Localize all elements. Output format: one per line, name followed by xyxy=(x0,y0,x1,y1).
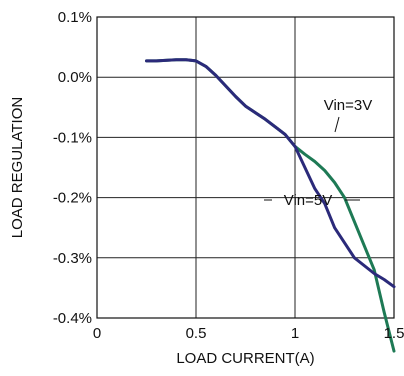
series-line-vin-5v xyxy=(145,58,396,289)
plot-area-frame xyxy=(96,16,395,319)
y-tick-label: 0.1% xyxy=(58,9,92,26)
y-tick-label: 0.0% xyxy=(58,69,92,86)
y-tick-label: -0.1% xyxy=(53,129,92,146)
data-series xyxy=(145,58,396,353)
x-tick-label: 0.5 xyxy=(186,325,207,342)
annotation-leader-vin-3v xyxy=(334,116,340,133)
annotation-vin-5v: Vin=5V xyxy=(284,192,333,209)
x-tick-labels: 0 0.5 1 1.5 xyxy=(93,325,404,342)
x-tick-label: 1.5 xyxy=(384,325,404,342)
x-tick-label: 0 xyxy=(93,325,101,342)
y-tick-label: -0.3% xyxy=(53,250,92,267)
y-tick-labels: 0.1% 0.0% -0.1% -0.2% -0.3% -0.4% xyxy=(53,9,92,327)
y-axis-label: LOAD REGULATION xyxy=(9,97,26,238)
annotation-vin-3v: Vin=3V xyxy=(324,97,373,114)
x-tick-label: 1 xyxy=(291,325,299,342)
annotations: Vin=3V Vin=5V xyxy=(264,97,372,209)
x-axis-label: LOAD CURRENT(A) xyxy=(176,350,314,367)
y-tick-label: -0.2% xyxy=(53,190,92,207)
y-tick-label: -0.4% xyxy=(53,310,92,327)
